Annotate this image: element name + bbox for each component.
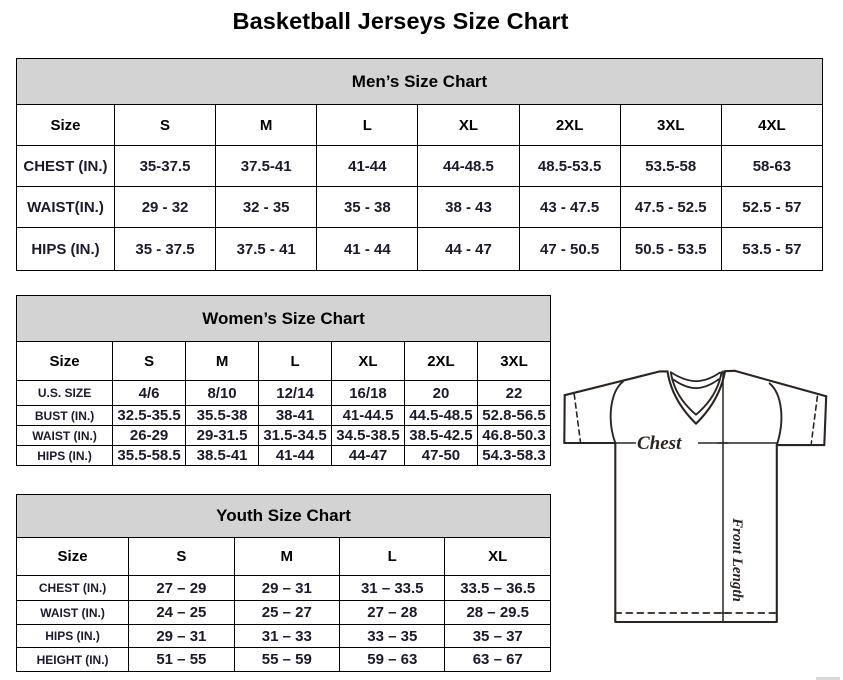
- svg-text:Chest: Chest: [637, 433, 682, 454]
- svg-text:Front Length: Front Length: [729, 517, 745, 602]
